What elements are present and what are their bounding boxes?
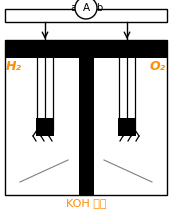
Bar [118, 118, 136, 136]
Bar [5, 9, 167, 22]
Text: KOH 溶液: KOH 溶液 [66, 198, 106, 208]
Circle shape [75, 0, 97, 19]
Text: O₂: O₂ [150, 60, 166, 73]
Bar [36, 118, 54, 136]
Text: b: b [96, 3, 102, 13]
Text: H₂: H₂ [6, 60, 22, 73]
Bar [5, 40, 167, 195]
Bar [5, 40, 167, 58]
Text: a: a [70, 3, 76, 13]
Bar [78, 58, 94, 195]
Text: A: A [82, 3, 90, 13]
